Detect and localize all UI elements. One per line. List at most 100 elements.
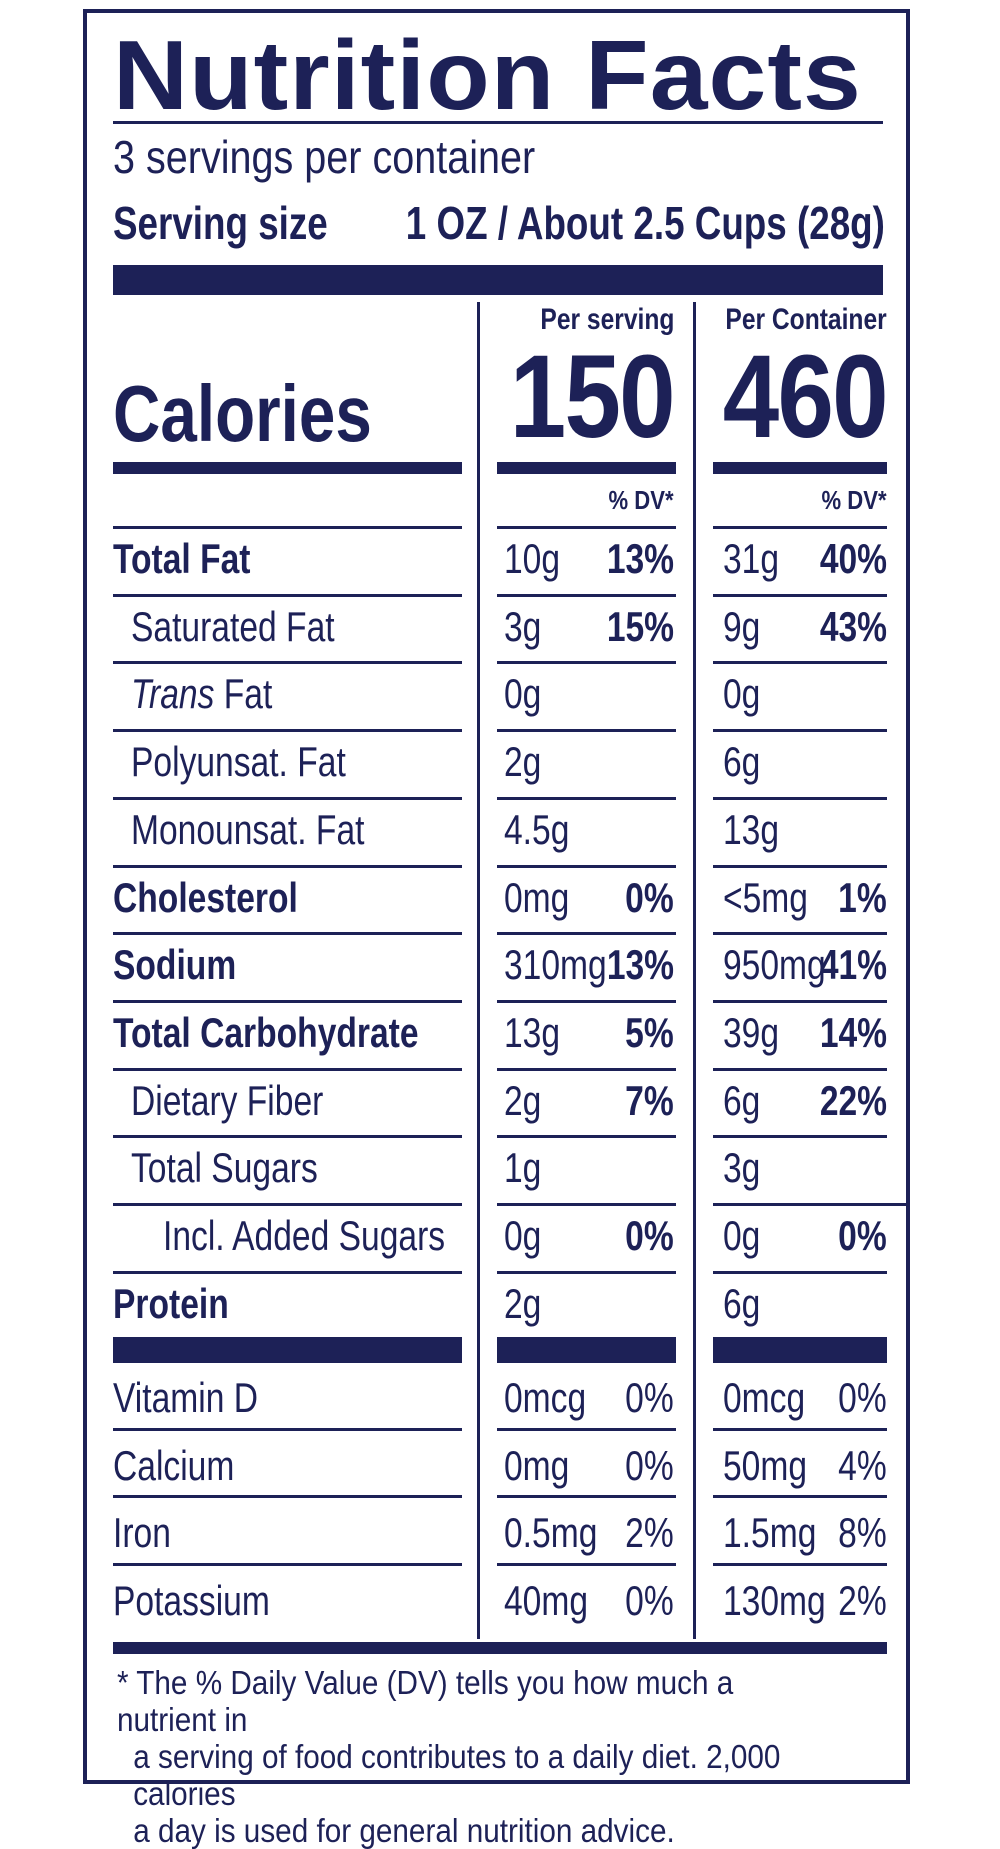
container-amount: 31g [723, 535, 780, 582]
vitamin-container-dv: 0% [838, 1374, 887, 1421]
serving-amount: 310mg [504, 941, 607, 988]
vitamin-1-rule-serving [497, 1428, 676, 1431]
vitamin-serving-dv: 0% [625, 1442, 674, 1489]
vitamin-3-rule-container [713, 1563, 887, 1566]
serving-amount: 4.5g [504, 806, 570, 853]
nutrient-name: Total Carbohydrate [113, 1009, 419, 1056]
footnote-line-3: a day is used for general nutrition advi… [133, 1812, 675, 1849]
container-amount: 0g [723, 670, 761, 717]
serving-amount: 2g [504, 1077, 542, 1124]
nutrient-10-rule-serving [497, 1203, 676, 1206]
serving-amount: 0g [504, 670, 542, 717]
vitamin-thick-serving [497, 1337, 676, 1363]
bottom-thick-rule [113, 1642, 887, 1654]
label-title: Nutrition Facts [113, 20, 862, 130]
serving-amount: 2g [504, 1280, 542, 1327]
nutrient-4-rule-left [113, 797, 462, 800]
vitamin-2-rule-container [713, 1495, 887, 1498]
nutrient-name: Total Sugars [131, 1144, 318, 1191]
container-amount: 13g [723, 806, 780, 853]
container-dv: 1% [838, 874, 887, 921]
vitamin-name: Iron [113, 1509, 171, 1556]
serving-size-label: Serving size [113, 197, 328, 249]
nutrient-8-rule-serving [497, 1068, 676, 1071]
nutrient-7-rule-serving [497, 1000, 676, 1003]
nutrient-name-italic: Trans [131, 670, 215, 717]
container-amount: 39g [723, 1009, 780, 1056]
vitamin-name: Calcium [113, 1442, 235, 1489]
nutrient-1-rule-container [713, 594, 887, 597]
vitamin-serving-amount: 0mg [504, 1442, 570, 1489]
footnote: * The % Daily Value (DV) tells you how m… [117, 1664, 828, 1849]
nutrient-name-rest: Fat [214, 670, 273, 717]
vitamin-container-amount: 50mg [723, 1442, 808, 1489]
nutrient-9-rule-container [713, 1135, 887, 1138]
nutrient-0-rule-serving [497, 526, 676, 529]
nutrient-8-rule-left [113, 1068, 462, 1071]
container-dv: 40% [819, 535, 887, 582]
serving-amount: 1g [504, 1144, 542, 1191]
nutrient-name: Polyunsat. Fat [131, 738, 346, 785]
vitamin-1-rule-left [113, 1428, 462, 1431]
nutrient-5-rule-left [113, 865, 462, 868]
container-dv: 22% [819, 1077, 887, 1124]
nutrient-7-rule-left [113, 1000, 462, 1003]
serving-dv: 7% [625, 1077, 674, 1124]
nutrient-0-rule-container [713, 526, 887, 529]
sugars-rule-extension [887, 1203, 907, 1206]
nutrient-4-rule-serving [497, 797, 676, 800]
vitamin-container-dv: 4% [838, 1442, 887, 1489]
vitamin-3-rule-left [113, 1563, 462, 1566]
thick-rule-top [113, 265, 883, 295]
vitamin-serving-dv: 0% [625, 1577, 674, 1624]
container-amount: 6g [723, 1280, 761, 1327]
vitamin-2-rule-serving [497, 1495, 676, 1498]
per-container-header: Per Container [725, 303, 887, 336]
vitamin-thick-left [113, 1337, 462, 1363]
vitamin-container-amount: 0mcg [723, 1374, 806, 1421]
calories-per-serving: 150 [509, 331, 676, 463]
calories-rule-serving [497, 462, 676, 474]
vitamin-container-dv: 2% [838, 1577, 887, 1624]
serving-dv: 5% [625, 1009, 674, 1056]
serving-size-value: 1 OZ / About 2.5 Cups (28g) [405, 197, 885, 249]
calories-rule-left [113, 462, 462, 474]
nutrient-5-rule-container [713, 865, 887, 868]
nutrient-2-rule-serving [497, 661, 676, 664]
nutrient-2-rule-container [713, 661, 887, 664]
vitamin-serving-amount: 40mg [504, 1577, 589, 1624]
nutrient-6-rule-left [113, 932, 462, 935]
serving-dv: 0% [625, 1212, 674, 1259]
nutrient-name: Trans Fat [131, 673, 272, 715]
container-amount: 6g [723, 1077, 761, 1124]
container-dv: 14% [819, 1009, 887, 1056]
footnote-line-2: a serving of food contributes to a daily… [133, 1738, 781, 1812]
nutrient-name: Dietary Fiber [131, 1077, 324, 1124]
vitamin-3-rule-serving [497, 1563, 676, 1566]
vitamin-container-dv: 8% [838, 1509, 887, 1556]
nutrient-name: Total Fat [113, 535, 251, 582]
label-frame [83, 9, 910, 1784]
nutrient-name: Cholesterol [113, 874, 298, 921]
column-divider-1 [477, 302, 480, 1639]
calories-rule-container [713, 462, 887, 474]
serving-dv: 13% [606, 941, 674, 988]
serving-amount: 13g [504, 1009, 561, 1056]
serving-amount: 0mg [504, 874, 570, 921]
vitamin-1-rule-container [713, 1428, 887, 1431]
nutrient-11-rule-container [713, 1271, 887, 1274]
nutrient-4-rule-container [713, 797, 887, 800]
vitamin-serving-amount: 0mcg [504, 1374, 587, 1421]
serving-amount: 10g [504, 535, 561, 582]
container-amount: 3g [723, 1144, 761, 1191]
serving-dv: 0% [625, 874, 674, 921]
nutrient-name: Monounsat. Fat [131, 806, 365, 853]
serving-amount: 3g [504, 603, 542, 650]
vitamin-2-rule-left [113, 1495, 462, 1498]
serving-amount: 2g [504, 738, 542, 785]
nutrient-name: Incl. Added Sugars [163, 1212, 446, 1259]
calories-label: Calories [113, 369, 372, 458]
nutrient-10-rule-left [113, 1203, 462, 1206]
container-dv: 0% [838, 1212, 887, 1259]
nutrient-5-rule-serving [497, 865, 676, 868]
